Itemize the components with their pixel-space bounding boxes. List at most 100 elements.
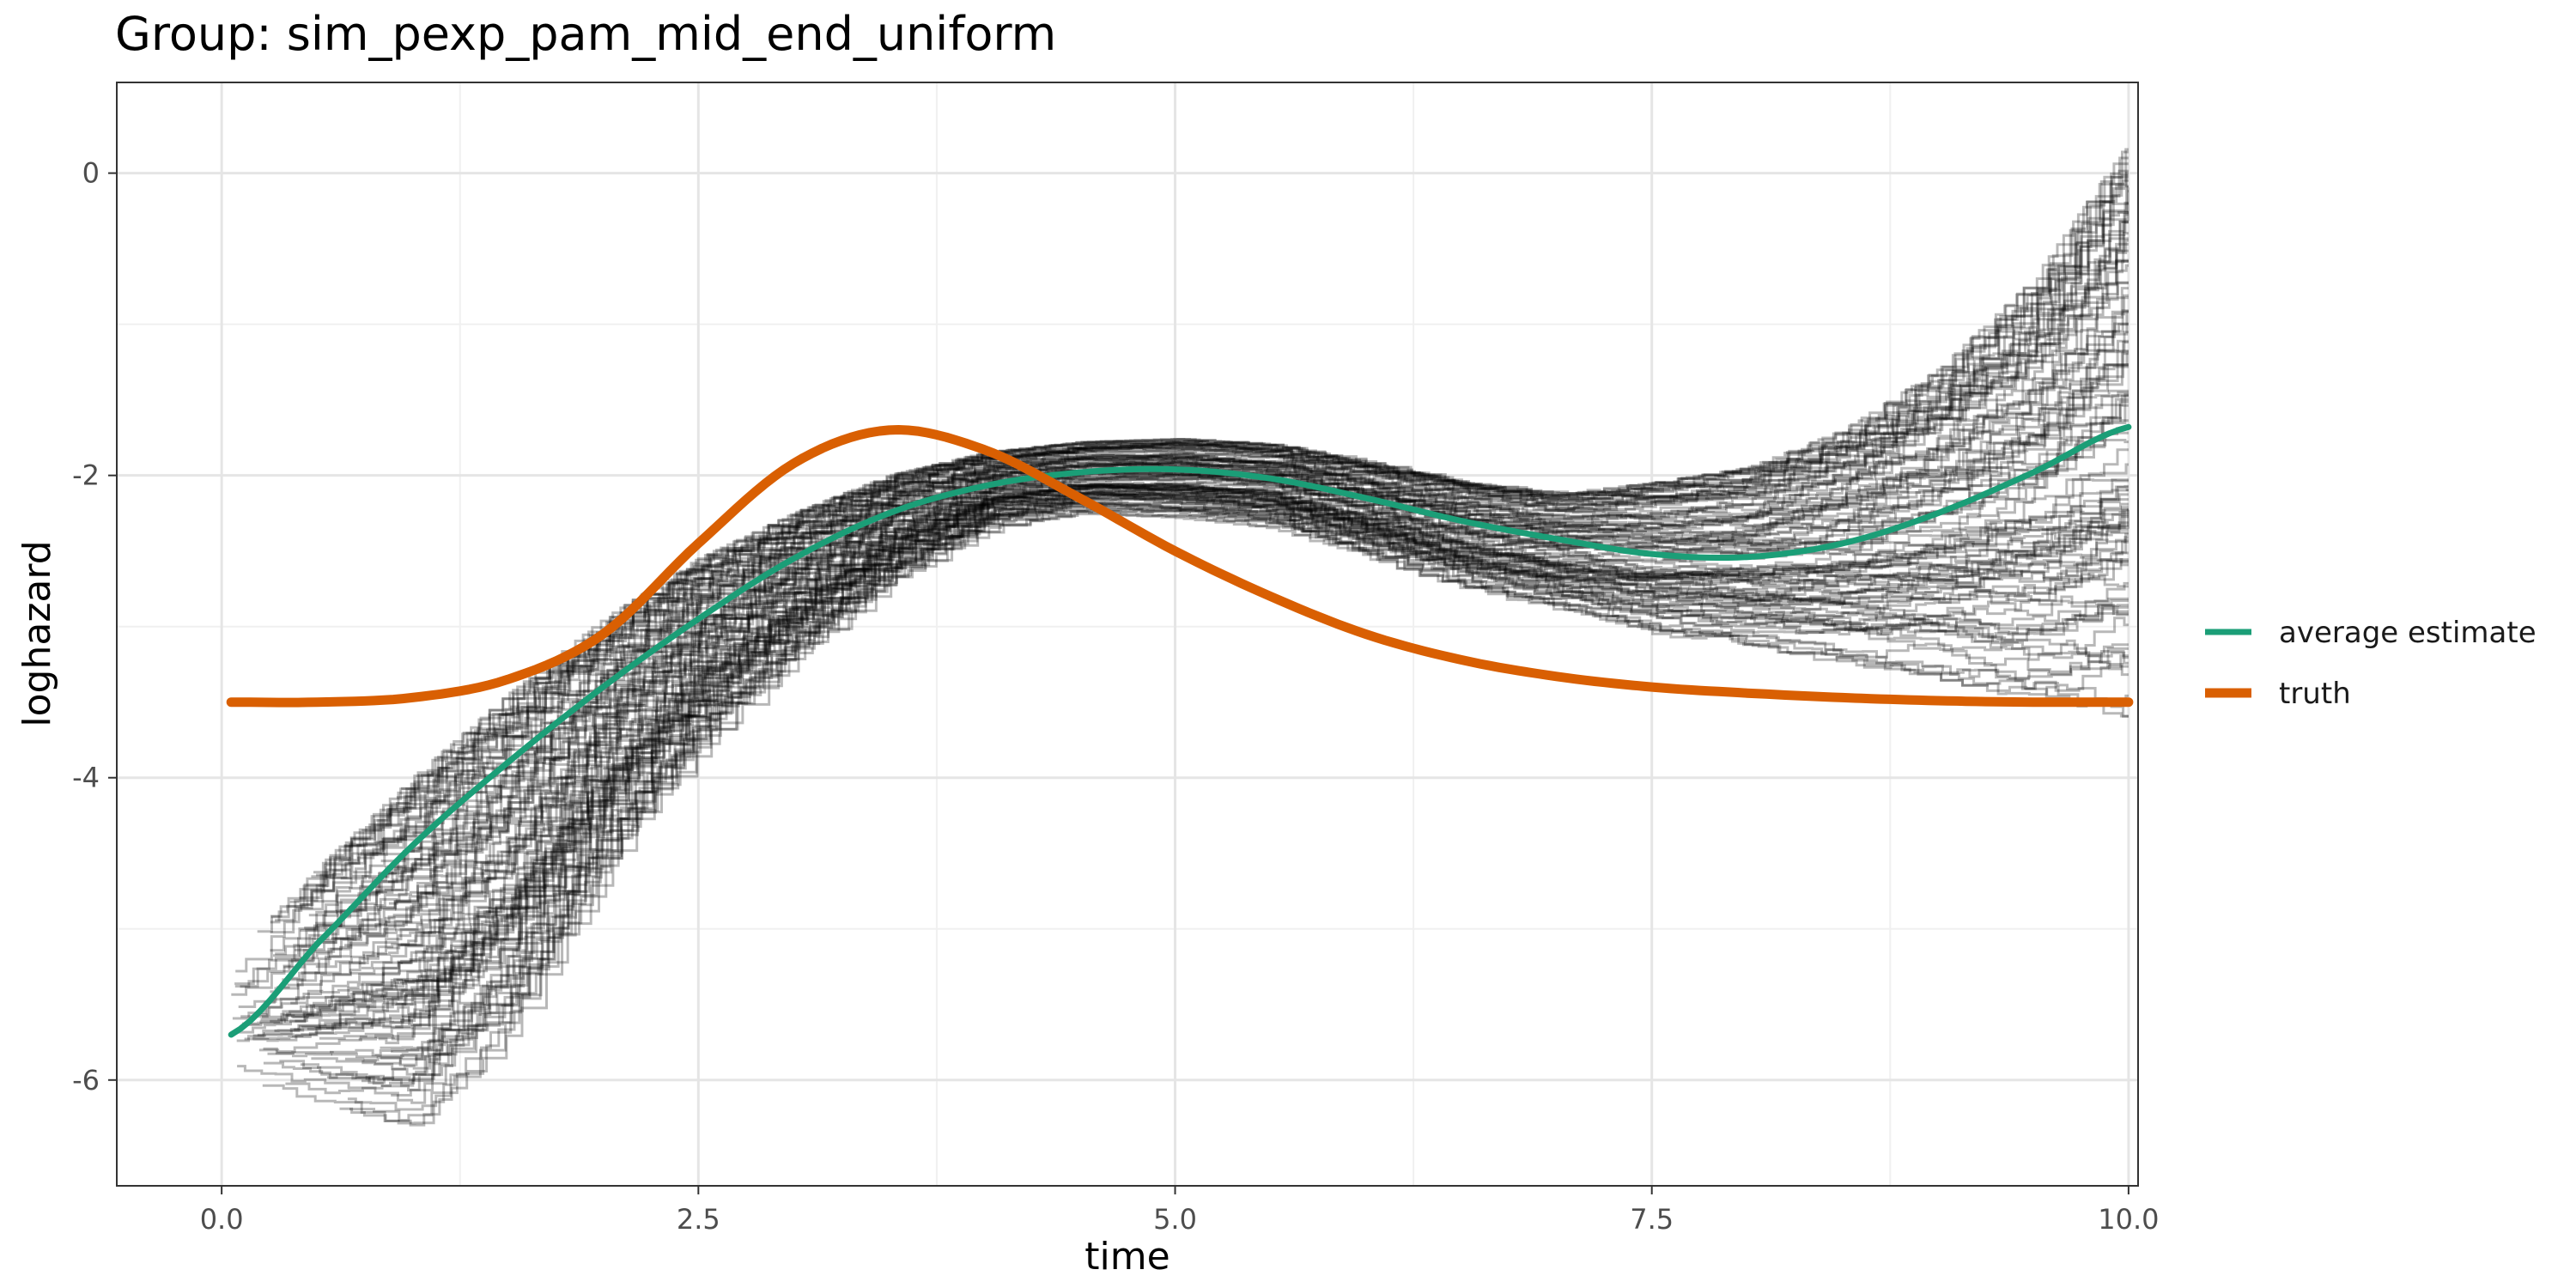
grid-major	[117, 82, 2138, 1186]
simulation-estimate-line	[270, 483, 2129, 1023]
simulation-estimate-line	[244, 485, 2129, 1042]
simulation-estimate-line	[353, 281, 2129, 911]
simulation-estimate-line	[385, 404, 2129, 934]
simulation-estimate-line	[391, 492, 2129, 1053]
series-line-average-estimate	[228, 423, 2132, 1038]
simulation-estimate-line	[291, 482, 2129, 1018]
legend-label: average estimate	[2279, 616, 2537, 650]
simulation-estimate-line	[232, 394, 2129, 1020]
simulation-estimate-line	[395, 485, 2129, 1028]
simulation-estimate-line	[258, 492, 2129, 1054]
simulation-estimate-line	[262, 439, 2129, 1018]
x-tick-label: 2.5	[677, 1203, 720, 1236]
simulation-estimate-line	[344, 501, 2129, 1071]
simulation-estimate-line	[388, 310, 2129, 884]
simulation-estimate-line	[313, 258, 2129, 903]
simulation-estimate-line	[257, 489, 2129, 1037]
simulation-estimate-line	[267, 494, 2129, 1058]
simulation-estimate-line	[236, 488, 2129, 1042]
simulation-estimate-line	[368, 259, 2129, 880]
simulation-estimate-line	[380, 497, 2129, 1050]
legend-label: truth	[2279, 677, 2351, 711]
simulation-estimate-line	[352, 201, 2129, 878]
simulation-estimate-lines	[231, 148, 2129, 1127]
simulation-estimate-line	[275, 220, 2129, 956]
series-line-truth	[226, 425, 2134, 708]
simulation-estimate-line	[401, 169, 2129, 790]
simulation-estimate-line	[252, 481, 2129, 1037]
series-lines	[226, 423, 2134, 1038]
simulation-estimate-line	[304, 331, 2129, 929]
legend: average estimate truth	[2205, 616, 2537, 711]
simulation-estimate-line	[270, 210, 2129, 934]
simulation-estimate-line	[295, 310, 2129, 962]
simulation-estimate-line	[246, 478, 2129, 1026]
simulation-estimate-line	[316, 202, 2129, 877]
simulation-estimate-line	[361, 490, 2129, 1003]
simulation-estimate-line	[394, 363, 2129, 911]
simulation-estimate-line	[295, 490, 2129, 1023]
simulation-estimate-line	[349, 509, 2129, 1122]
simulation-estimate-line	[274, 484, 2129, 1032]
y-tick-label: -4	[72, 762, 100, 794]
simulation-estimate-line	[391, 501, 2129, 1097]
simulation-estimate-line	[340, 242, 2129, 880]
x-tick-label: 0.0	[200, 1203, 244, 1236]
simulation-estimate-line	[235, 213, 2129, 973]
simulation-estimate-line	[337, 483, 2129, 1004]
simulation-estimate-line	[299, 237, 2129, 907]
simulation-estimate-line	[240, 400, 2129, 1018]
simulation-estimate-line	[283, 483, 2129, 1024]
simulation-estimate-line	[285, 508, 2129, 1095]
simulation-estimate-line	[255, 476, 2129, 1017]
simulation-estimate-line	[231, 309, 2129, 996]
simulation-estimate-line	[275, 221, 2129, 922]
simulation-estimate-line	[325, 487, 2129, 1030]
simulation-estimate-line	[385, 210, 2129, 826]
simulation-estimate-line	[260, 484, 2129, 1021]
simulation-estimate-line	[307, 492, 2129, 1030]
x-axis-label: time	[1084, 1235, 1170, 1279]
simulation-estimate-line	[234, 287, 2129, 988]
x-tick-label: 7.5	[1630, 1203, 1674, 1236]
simulation-estimate-line	[283, 341, 2129, 969]
panel-background	[117, 82, 2138, 1186]
simulation-estimate-line	[378, 495, 2129, 1045]
simulation-estimate-line	[380, 282, 2129, 863]
x-tick-label: 5.0	[1153, 1203, 1197, 1236]
simulation-estimate-line	[300, 501, 2129, 1087]
x-axis-ticks: 0.0 2.5 5.0 7.5 10.0	[200, 1186, 2160, 1236]
simulation-estimate-line	[311, 495, 2129, 1065]
simulation-estimate-line	[360, 162, 2129, 855]
simulation-estimate-line	[263, 497, 2129, 1059]
simulation-estimate-line	[299, 185, 2129, 899]
simulation-estimate-line	[242, 483, 2129, 1025]
simulation-estimate-line	[396, 179, 2129, 799]
simulation-estimate-line	[279, 504, 2129, 1087]
simulation-estimate-line	[237, 507, 2129, 1104]
simulation-estimate-line	[358, 492, 2129, 1041]
simulation-estimate-line	[273, 296, 2129, 957]
simulation-estimate-line	[294, 294, 2129, 951]
simulation-estimate-line	[380, 171, 2129, 849]
panel-border	[116, 82, 2139, 1187]
simulation-estimate-line	[308, 260, 2129, 917]
y-axis-label: loghazard	[15, 540, 59, 726]
simulation-estimate-line	[339, 509, 2129, 1127]
simulation-estimate-line	[287, 416, 2129, 980]
simulation-estimate-line	[361, 463, 2129, 969]
simulation-estimate-line	[331, 350, 2129, 940]
simulation-estimate-line	[347, 503, 2129, 1111]
y-tick-label: 0	[82, 157, 100, 190]
y-tick-label: -2	[72, 459, 100, 492]
simulation-estimate-line	[263, 495, 2129, 1080]
simulation-estimate-line	[234, 323, 2129, 986]
simulation-estimate-line	[382, 490, 2129, 1005]
plot-panel	[116, 82, 2139, 1187]
simulation-estimate-line	[396, 485, 2129, 1005]
simulation-estimate-line	[388, 363, 2129, 905]
chart-title: Group: sim_pexp_pam_mid_end_uniform	[115, 7, 1056, 61]
simulation-estimate-line	[361, 502, 2129, 1083]
simulation-estimate-line	[234, 484, 2129, 1034]
